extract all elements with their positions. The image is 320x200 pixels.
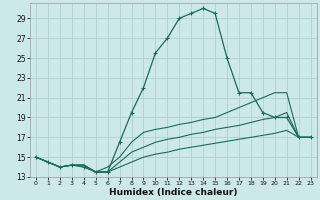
X-axis label: Humidex (Indice chaleur): Humidex (Indice chaleur) (109, 188, 237, 197)
